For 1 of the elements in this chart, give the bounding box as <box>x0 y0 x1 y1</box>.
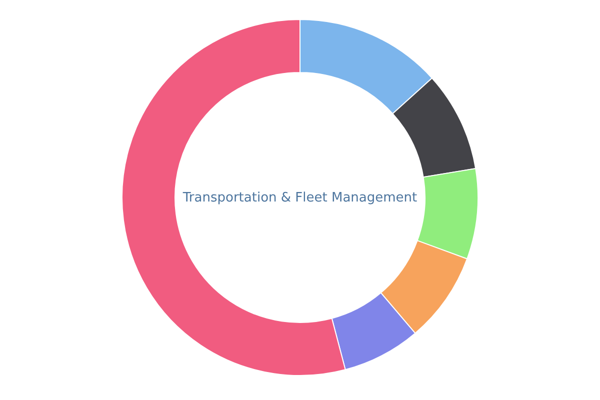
text: Transportation & Fleet Management <box>182 190 418 206</box>
